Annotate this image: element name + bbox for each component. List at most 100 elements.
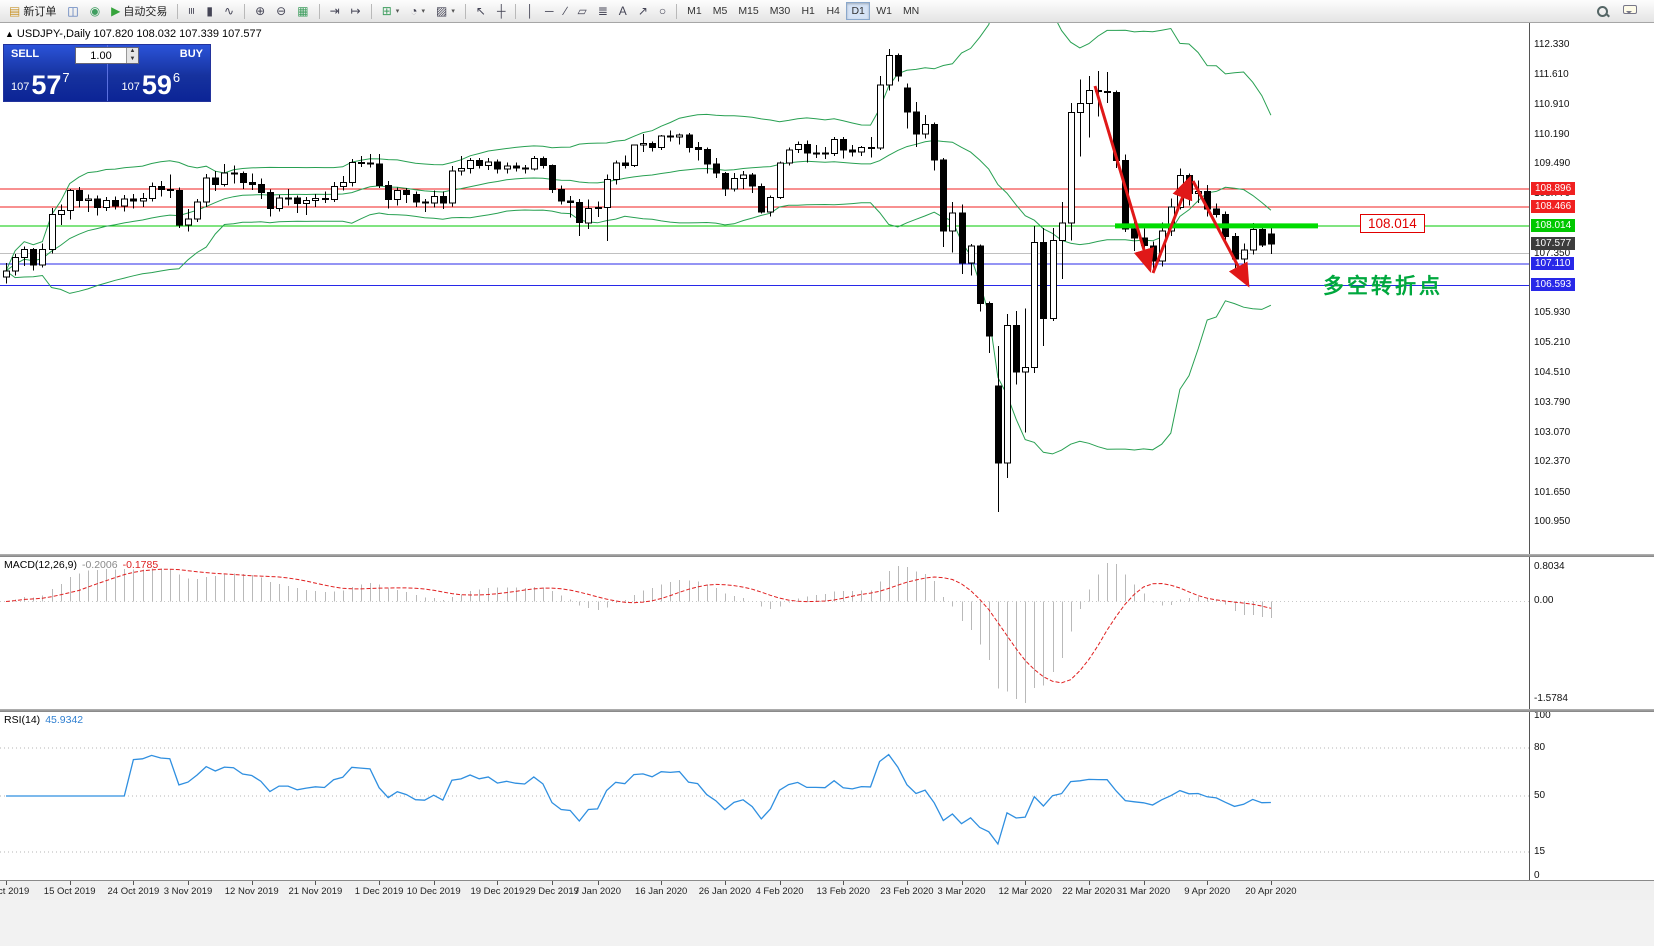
- candle-body: [21, 249, 28, 258]
- timeframe-mn-button[interactable]: MN: [902, 5, 920, 17]
- timeframe-h4-button[interactable]: H4: [826, 5, 840, 17]
- timeframe-m30-button[interactable]: M30: [769, 5, 791, 17]
- chart-collapse-icon[interactable]: ▲: [5, 29, 14, 39]
- chart-annotations[interactable]: [1093, 85, 1318, 288]
- templates-button[interactable]: ▨ ▾: [431, 2, 460, 21]
- candle-body: [1013, 324, 1020, 373]
- time-tick: [907, 881, 908, 885]
- horizontal-line-button[interactable]: ─: [540, 2, 559, 21]
- trendline-button[interactable]: ∕: [559, 2, 571, 21]
- timeframe-m1-button[interactable]: M1: [687, 5, 702, 17]
- time-tick: [70, 881, 71, 885]
- time-tick: [1271, 881, 1272, 885]
- candle-body: [121, 198, 128, 207]
- candle-body: [640, 143, 647, 146]
- buy-price-pips: 59: [141, 70, 172, 101]
- time-tick: [843, 881, 844, 885]
- candle-body: [3, 270, 10, 278]
- timeframe-m15-button[interactable]: M15: [738, 5, 759, 17]
- candle-body: [258, 184, 265, 194]
- indicators-button[interactable]: ⊞ ▾: [377, 2, 405, 21]
- rsi-canvas[interactable]: [0, 712, 1529, 880]
- line-chart-button[interactable]: ∿: [219, 2, 239, 21]
- macd-panel[interactable]: MACD(12,26,9) -0.2006 -0.1785: [0, 557, 1529, 709]
- periods-button[interactable]: ◔ ▾: [405, 2, 430, 21]
- candle-body: [103, 200, 110, 209]
- candle-body: [631, 144, 638, 166]
- candle-body: [758, 185, 765, 213]
- macd-label: MACD(12,26,9) -0.2006 -0.1785: [4, 559, 158, 571]
- macd-signal-value: -0.1785: [122, 559, 159, 571]
- panel-separator[interactable]: [0, 709, 1654, 712]
- volume-spinner[interactable]: ▲ ▼: [126, 48, 138, 63]
- autotrading-button[interactable]: ▶ 自动交易: [106, 2, 172, 21]
- main-chart-panel[interactable]: ▲ USDJPY-,Daily 107.820 108.032 107.339 1…: [0, 23, 1529, 554]
- candle-body: [1050, 240, 1057, 320]
- rsi-scale-label: 15: [1534, 846, 1546, 857]
- bar-chart-button[interactable]: ≡: [183, 2, 200, 21]
- candlestick-chart-button[interactable]: ▮: [201, 2, 218, 21]
- rsi-line: [6, 753, 1271, 846]
- price-axis[interactable]: 112.330111.610110.910110.190109.490108.7…: [1529, 23, 1654, 881]
- chart-ohlc-values: 107.820 108.032 107.339 107.577: [93, 28, 262, 40]
- chat-button[interactable]: [1618, 2, 1642, 21]
- line-chart-icon: ∿: [224, 4, 235, 18]
- volume-down-icon[interactable]: ▼: [127, 55, 138, 63]
- arrows-button[interactable]: ↗: [633, 2, 653, 21]
- volume-input[interactable]: 1.00 ▲ ▼: [75, 47, 139, 64]
- panel-separator[interactable]: [0, 554, 1654, 557]
- macd-signal-line: [5, 568, 1272, 684]
- tile-windows-button[interactable]: ▦: [292, 2, 313, 21]
- buy-price-main: 107: [121, 81, 140, 93]
- candle-body: [231, 172, 238, 175]
- volume-value[interactable]: 1.00: [90, 49, 112, 62]
- candle-body: [149, 186, 156, 199]
- price-level-badge: 108.896: [1531, 181, 1576, 195]
- candle-body: [1104, 91, 1111, 93]
- candle-body: [695, 147, 702, 150]
- candle-body: [130, 198, 137, 202]
- chart-windows-button[interactable]: ◫: [62, 2, 83, 21]
- arrows-icon: ↗: [637, 4, 648, 18]
- refresh-button[interactable]: ◉: [85, 2, 105, 21]
- candles[interactable]: [3, 49, 1275, 512]
- zoom-out-button[interactable]: ⊖: [271, 2, 291, 21]
- horizontal-line-icon: ─: [544, 4, 554, 18]
- time-label: 12 Nov 2019: [224, 886, 279, 897]
- new-order-button[interactable]: ▤ 新订单: [4, 2, 61, 21]
- price-chart-canvas[interactable]: [0, 23, 1529, 554]
- volume-up-icon[interactable]: ▲: [127, 48, 138, 56]
- candle-body: [1068, 112, 1075, 224]
- timeframe-d1-button[interactable]: D1: [846, 2, 871, 20]
- crosshair-button[interactable]: ┼: [492, 2, 511, 21]
- candle-body: [1250, 228, 1257, 251]
- zoom-in-button[interactable]: ⊕: [250, 2, 270, 21]
- timeframe-w1-button[interactable]: W1: [876, 5, 892, 17]
- auto-scroll-button[interactable]: ⇥: [325, 2, 345, 21]
- shapes-button[interactable]: ○: [654, 2, 671, 21]
- chart-shift-button[interactable]: ↦: [346, 2, 366, 21]
- price-level-badge: 108.014: [1531, 218, 1576, 232]
- vertical-line-icon: │: [526, 4, 534, 18]
- channel-button[interactable]: ▱: [573, 2, 592, 21]
- text-button[interactable]: A: [614, 2, 632, 21]
- macd-canvas[interactable]: [0, 557, 1529, 709]
- pivot-annotation-text[interactable]: 多空转折点: [1323, 275, 1443, 298]
- search-button[interactable]: [1591, 2, 1614, 21]
- vertical-line-button[interactable]: │: [521, 2, 539, 21]
- candle-body: [886, 55, 893, 86]
- candle-body: [840, 138, 847, 151]
- time-label: 31 Mar 2020: [1116, 886, 1171, 897]
- timeframe-h1-button[interactable]: H1: [801, 5, 815, 17]
- cursor-button[interactable]: ↖: [471, 2, 491, 21]
- toolbar-separator: [464, 3, 466, 19]
- price-level-label[interactable]: 108.014: [1360, 213, 1425, 233]
- new-order-icon: ▤: [9, 4, 21, 18]
- timeframe-m5-button[interactable]: M5: [712, 5, 728, 17]
- candle-body: [531, 158, 538, 170]
- toolbar-right-icons: [1591, 2, 1650, 21]
- rsi-panel[interactable]: RSI(14) 45.9342: [0, 712, 1529, 880]
- fibonacci-button[interactable]: ≣: [593, 2, 613, 21]
